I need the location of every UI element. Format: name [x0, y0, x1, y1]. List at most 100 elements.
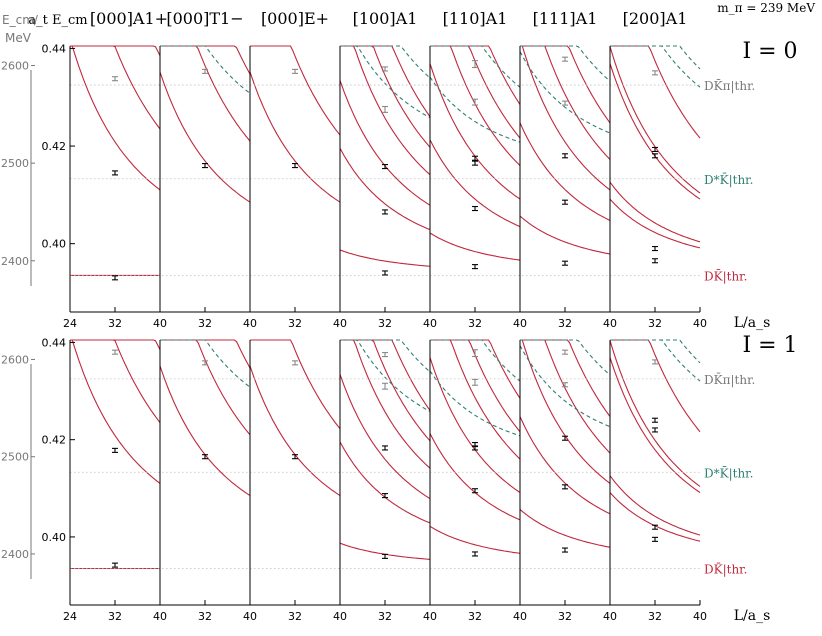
- data-point-0-17: [472, 264, 478, 270]
- x-tick-label: 24: [63, 317, 77, 330]
- mev-axis-label-top: E_cm/: [2, 13, 39, 27]
- data-point-1-1: [112, 447, 118, 453]
- dstar-curve-0-5-1: [520, 45, 611, 82]
- dstar-curve-1-5-1: [520, 339, 611, 376]
- curve-0-2-1: [250, 45, 341, 136]
- data-point-0-6: [292, 163, 298, 169]
- data-point-1-23: [652, 359, 658, 365]
- curve-0-3-1: [339, 148, 431, 231]
- dstar-curve-1-4-0: [429, 370, 521, 437]
- data-point-1-26: [652, 524, 658, 530]
- x-tick-label: 32: [108, 610, 122, 623]
- x-tick-label: 32: [648, 610, 662, 623]
- curve-1-6-1: [609, 475, 701, 536]
- y-tick-label: 0.44: [42, 42, 67, 55]
- data-point-0-16: [472, 205, 478, 212]
- x-tick-label: 40: [423, 610, 437, 623]
- data-point-0-27: [652, 258, 658, 264]
- dstar-curve-1-3-0: [340, 339, 431, 412]
- curve-1-3-1: [339, 441, 431, 524]
- data-point-1-12: [472, 349, 478, 358]
- dstar-curve-0-3-1: [340, 45, 431, 79]
- x-tick-label: 24: [63, 610, 77, 623]
- x-tick-label: 40: [333, 317, 347, 330]
- x-tick-label: 32: [198, 317, 212, 330]
- data-point-0-24: [652, 146, 658, 153]
- data-point-0-11: [382, 270, 388, 276]
- x-tick-label: 32: [288, 317, 302, 330]
- threshold-label: DK̄|thr.: [704, 268, 747, 283]
- data-point-1-3: [202, 360, 208, 366]
- dstar-curve-0-6-1: [610, 45, 701, 70]
- points-layer: [112, 56, 658, 568]
- x-tick-label: 40: [513, 610, 527, 623]
- mev-tick-label: 2400: [1, 255, 29, 268]
- data-point-0-19: [562, 100, 568, 106]
- data-point-0-15: [472, 160, 478, 166]
- curve-1-0-1: [70, 339, 161, 484]
- x-tick-label: 40: [153, 610, 167, 623]
- data-point-1-25: [652, 427, 658, 433]
- threshold-lines-layer: [70, 84, 700, 569]
- data-point-1-16: [472, 488, 478, 494]
- curve-1-5-0: [519, 508, 611, 548]
- dstar-curve-0-1-0: [160, 45, 251, 94]
- data-point-1-20: [562, 435, 568, 441]
- data-point-1-9: [382, 445, 388, 451]
- mev-tick-label: 2400: [1, 548, 29, 561]
- data-point-0-2: [112, 275, 118, 281]
- curve-0-5-2: [520, 45, 611, 191]
- data-point-1-18: [562, 349, 568, 355]
- mass-label: m_π = 239 MeV: [717, 1, 815, 15]
- curve-0-4-0: [429, 232, 521, 261]
- x-tick-label: 40: [603, 317, 617, 330]
- x-tick-label: 40: [243, 317, 257, 330]
- curve-1-3-5: [340, 339, 431, 411]
- y-tick-label: 0.44: [42, 336, 67, 349]
- data-point-1-0: [112, 349, 118, 355]
- dstar-curve-0-4-1: [430, 45, 521, 88]
- data-point-1-22: [562, 547, 568, 553]
- threshold-label: DK̄|thr.: [704, 561, 747, 576]
- data-point-1-15: [472, 445, 478, 451]
- x-tick-label: 32: [378, 317, 392, 330]
- curve-1-5-1: [519, 416, 611, 515]
- x-tick-label: 32: [468, 317, 482, 330]
- x-tick-label: 32: [558, 317, 572, 330]
- data-point-1-27: [652, 536, 658, 542]
- data-point-0-1: [112, 170, 118, 176]
- data-point-0-8: [382, 105, 388, 113]
- x-tick-label: 40: [333, 610, 347, 623]
- data-point-0-10: [382, 209, 388, 215]
- x-tick-label: 32: [288, 610, 302, 623]
- x-tick-label: 32: [648, 317, 662, 330]
- data-point-0-21: [562, 199, 568, 205]
- data-point-1-8: [382, 382, 388, 390]
- data-point-0-7: [382, 66, 388, 72]
- curve-1-4-0: [429, 525, 521, 554]
- threshold-label: DK̄π|thr.: [704, 78, 755, 93]
- curve-0-1-1: [160, 45, 251, 142]
- dstar-curve-0-4-0: [429, 76, 521, 143]
- curve-0-6-1: [609, 181, 701, 243]
- data-point-1-11: [382, 553, 388, 559]
- data-point-0-23: [652, 70, 658, 76]
- isospin-label: I = 0: [742, 39, 797, 64]
- irrep-label: [200]A1: [623, 9, 688, 28]
- curve-1-1-1: [160, 339, 251, 436]
- data-point-1-5: [292, 360, 298, 366]
- y-tick-label: 0.42: [42, 434, 67, 447]
- curve-0-4-1: [429, 139, 521, 228]
- data-point-1-2: [112, 562, 118, 568]
- irrep-label: [110]A1: [443, 9, 508, 28]
- x-tick-label: 40: [603, 610, 617, 623]
- data-point-1-19: [562, 382, 568, 388]
- curve-0-6-4: [610, 45, 701, 139]
- labels-layer: 0.40 0.42 0.44 2400 2500 2600 24 32 40 32 40 32 40 32…: [1, 1, 815, 624]
- threshold-label: DK̄π|thr.: [704, 372, 755, 387]
- data-point-1-13: [472, 378, 478, 386]
- x-tick-label: 40: [423, 317, 437, 330]
- x-tick-label: 32: [558, 610, 572, 623]
- threshold-label: D*K̄|thr.: [704, 465, 753, 480]
